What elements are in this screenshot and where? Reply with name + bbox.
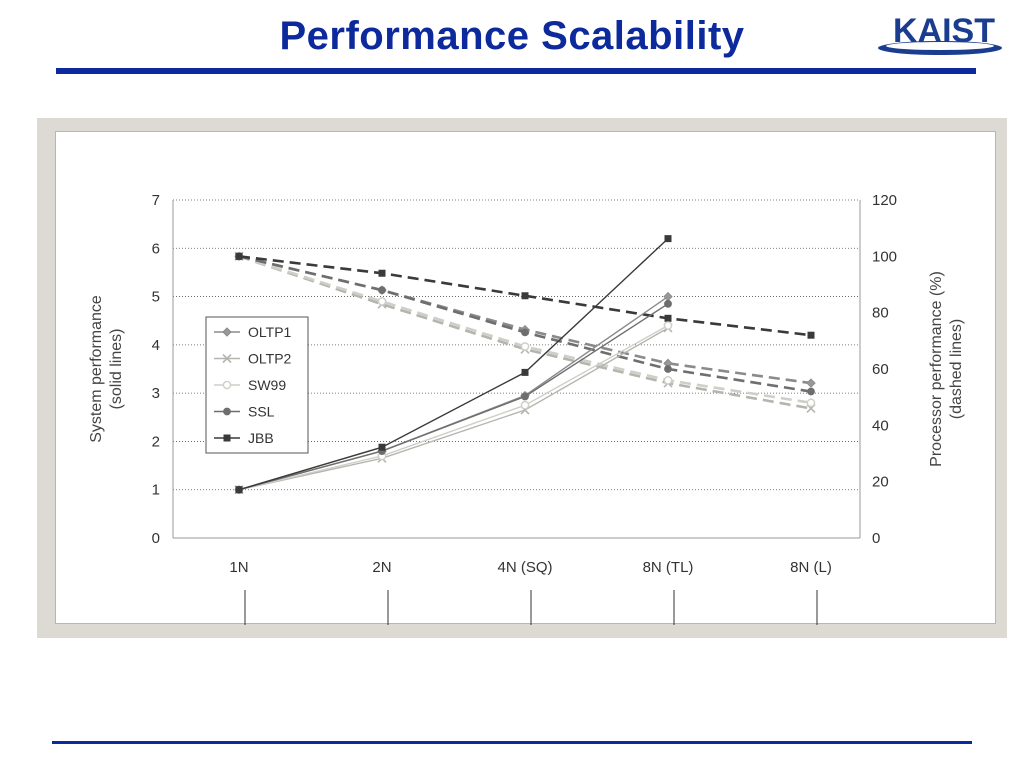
system-point-jbb	[378, 443, 386, 451]
system-point-sw99	[663, 321, 673, 330]
legend-label: OLTP2	[248, 351, 292, 367]
x-tick-label: 2N	[372, 559, 391, 576]
logo-text: KAIST	[893, 12, 995, 50]
y-left-tick-label: 4	[152, 337, 160, 354]
system-line-sw99	[238, 324, 669, 491]
y-right-tick-label: 0	[872, 530, 880, 547]
y-left-tick-label: 3	[152, 385, 160, 402]
figure-frame: 0 1 2 3 4 5 6 7 0 20 40 60 80 100 120 1N 2N 4N (SQ) 8N (TL…	[37, 118, 1007, 638]
system-line-oltp2	[238, 327, 669, 491]
figure-panel: 0 1 2 3 4 5 6 7 0 20 40 60 80 100 120 1N 2N 4N (SQ) 8N (TL…	[55, 131, 996, 625]
processor-point-sw99	[663, 375, 673, 385]
x-tick-label: 1N	[229, 559, 248, 576]
slide-title: Performance Scalability	[279, 14, 745, 58]
performance-chart: 0 1 2 3 4 5 6 7 0 20 40 60 80 100 120 1N 2N 4N (SQ) 8N (TL…	[88, 192, 965, 625]
legend-marker	[222, 353, 232, 364]
y-left-tick-label: 6	[152, 240, 160, 257]
processor-point-ssl	[378, 286, 386, 295]
y-left-tick-label: 1	[152, 482, 160, 499]
y-right-label-line: (dashed lines)	[948, 319, 965, 420]
legend-marker	[223, 434, 231, 442]
processor-point-ssl	[521, 328, 529, 337]
system-line-jbb	[238, 238, 669, 491]
bottom-rule	[52, 741, 972, 744]
processor-point-ssl	[807, 387, 815, 396]
processor-point-ssl	[664, 365, 672, 373]
y-right-tick-label: 120	[872, 192, 897, 209]
system-point-jbb	[664, 235, 672, 243]
processor-point-sw99	[377, 297, 387, 306]
y-left-tick-label: 0	[152, 530, 160, 547]
system-point-jbb	[235, 486, 243, 494]
system-point-ssl	[521, 392, 529, 401]
y-right-tick-label: 40	[872, 417, 889, 434]
y-left-label-line: System performance	[88, 295, 105, 443]
processor-point-jbb	[807, 331, 815, 339]
legend-label: SW99	[248, 377, 286, 393]
kaist-logo: KAIST	[878, 12, 1002, 55]
processor-point-jbb	[664, 314, 672, 322]
y-right-label: Processor performance (%) (dashed lines)	[928, 271, 965, 467]
system-point-jbb	[521, 368, 529, 376]
system-point-oltp1	[663, 291, 673, 302]
processor-line-oltp2	[238, 255, 812, 410]
y-left-tick-label: 2	[152, 433, 160, 450]
legend-marker	[223, 407, 231, 416]
processor-point-sw99	[520, 342, 530, 351]
legend-label: SSL	[248, 404, 275, 420]
system-point-ssl	[664, 299, 672, 308]
processor-point-oltp1	[806, 378, 816, 388]
y-right-tick-label: 60	[872, 361, 889, 378]
x-tick-label: 8N (L)	[790, 559, 832, 576]
x-tick-label: 4N (SQ)	[497, 559, 552, 576]
legend-label: JBB	[248, 430, 274, 446]
processor-point-jbb	[521, 292, 529, 300]
processor-line-jbb	[238, 255, 812, 337]
y-right-tick-label: 80	[872, 305, 889, 322]
y-right-tick-label: 20	[872, 474, 889, 491]
x-tick-label: 8N (TL)	[643, 559, 694, 576]
system-line-ssl	[238, 303, 669, 491]
system-point-sw99	[520, 400, 530, 410]
legend-marker	[222, 327, 232, 337]
legend-marker	[222, 380, 232, 390]
y-left-label-line: (solid lines)	[108, 329, 125, 410]
y-left-label: System performance (solid lines)	[88, 295, 125, 443]
processor-point-jbb	[378, 269, 386, 277]
y-left-tick-label: 5	[152, 289, 160, 306]
y-right-label-line: Processor performance (%)	[928, 271, 945, 467]
processor-point-jbb	[235, 252, 243, 260]
y-right-tick-label: 100	[872, 248, 897, 265]
y-left-tick-label: 7	[152, 192, 160, 209]
processor-point-sw99	[806, 398, 816, 408]
legend-label: OLTP1	[248, 324, 292, 340]
title-rule	[56, 68, 976, 74]
